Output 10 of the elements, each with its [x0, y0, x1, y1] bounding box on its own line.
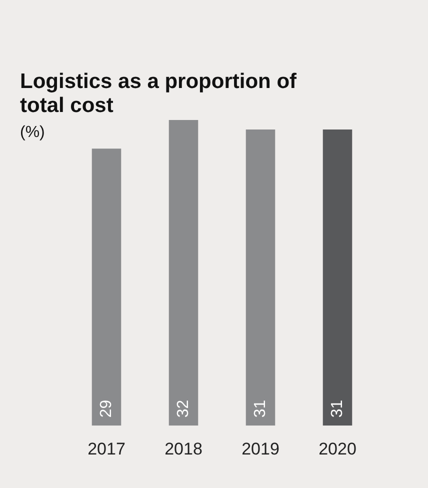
x-tick-label: 2018: [164, 439, 202, 458]
data-label: 32: [174, 400, 192, 418]
chart-title: Logistics as a proportion of total cost: [20, 70, 298, 118]
chart-subtitle: (%): [20, 124, 45, 142]
x-tick-label: 2020: [318, 439, 356, 458]
x-tick-label: 2017: [88, 439, 126, 458]
data-label: 31: [328, 400, 346, 418]
data-label: 31: [252, 400, 269, 418]
data-label: 29: [98, 400, 115, 418]
x-tick-label: 2019: [242, 439, 280, 458]
